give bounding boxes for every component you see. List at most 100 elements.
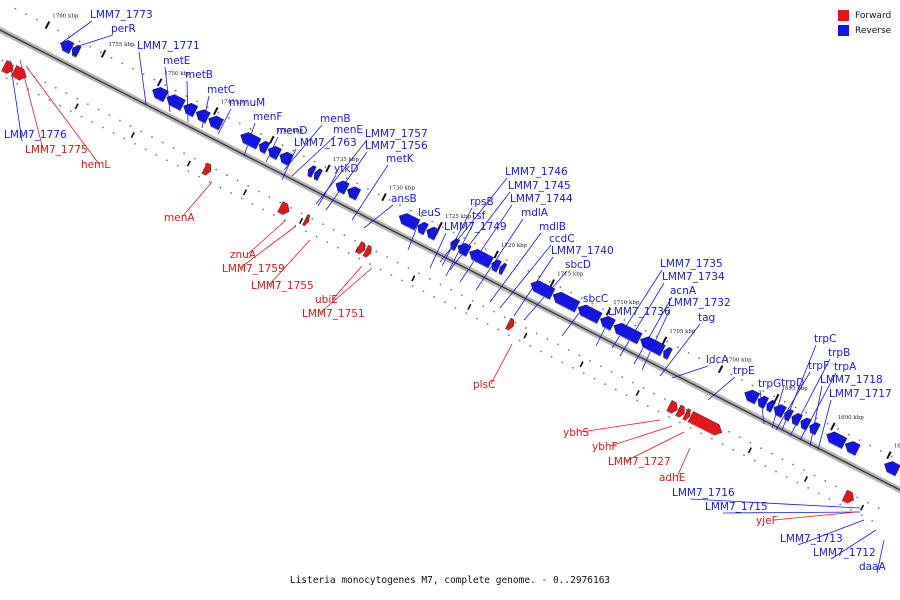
- kbp-tick-mark-low: [859, 504, 865, 511]
- gene-arrow-highlight: [401, 223, 415, 231]
- gene-label: menF: [253, 111, 282, 123]
- guide-dot: [856, 496, 859, 499]
- leader-line: [641, 308, 671, 371]
- guide-dot: [401, 279, 403, 282]
- leader-line: [317, 174, 337, 207]
- kbp-tick-label: 1715 kbp: [557, 272, 584, 278]
- gene-arrow-highlight: [349, 196, 356, 201]
- gene-label: plsC: [473, 379, 495, 391]
- guide-dot: [268, 196, 271, 198]
- guide-dot: [858, 439, 861, 442]
- gene-label: daaA: [859, 561, 887, 573]
- guide-dot: [837, 428, 840, 431]
- guide-dot: [14, 7, 17, 10]
- leader-line: [459, 204, 513, 283]
- kbp-tick-mark: [493, 250, 499, 259]
- leader-line: [315, 139, 368, 205]
- guide-dot: [119, 119, 121, 122]
- gene-arrow-highlight: [602, 326, 611, 332]
- gene-arrow-highlight: [198, 119, 206, 125]
- guide-dot: [666, 340, 669, 343]
- gene-arrow: [10, 65, 27, 81]
- gene-label: menB: [320, 113, 351, 125]
- guide-dot: [890, 455, 893, 458]
- gene-arrow: [599, 315, 616, 331]
- kbp-tick-mark: [661, 336, 668, 345]
- leader-line: [499, 244, 552, 309]
- guide-dot: [482, 305, 485, 308]
- guide-dot: [185, 95, 188, 97]
- guide-dot: [614, 388, 617, 391]
- guide-dot: [183, 152, 185, 155]
- kbp-tick-mark-low: [186, 160, 191, 167]
- gene-arrow-highlight: [828, 441, 842, 450]
- guide-dot: [514, 321, 517, 324]
- guide-dot: [187, 170, 190, 173]
- gene-arrow-highlight: [201, 173, 206, 176]
- gene-label: ubiE: [315, 294, 338, 306]
- guide-dot: [54, 86, 57, 89]
- gene-label: LMM7_1715: [705, 501, 768, 513]
- leader-line: [633, 296, 673, 365]
- kbp-tick-mark: [156, 78, 163, 87]
- gene-arrow-highlight: [154, 97, 164, 103]
- gene-arrow-highlight: [555, 302, 575, 313]
- leader-line: [268, 239, 311, 286]
- gene-arrow: [302, 213, 311, 227]
- gene-arrow-highlight: [491, 269, 497, 273]
- kbp-tick-label: 1725 kbp: [445, 214, 472, 220]
- guide-dot: [25, 13, 27, 16]
- guide-dot: [450, 288, 453, 291]
- guide-dot: [503, 316, 506, 319]
- gene-arrow: [640, 336, 666, 357]
- guide-dot: [369, 263, 371, 265]
- gene-label: LMM7_1756: [365, 140, 428, 152]
- gene-label: mmuM: [229, 97, 265, 109]
- kbp-tick-mark-low: [803, 475, 809, 483]
- guide-dot: [230, 192, 233, 194]
- kbp-tick-mark: [381, 193, 387, 202]
- guide-dot: [208, 181, 211, 184]
- guide-dot: [123, 137, 126, 140]
- guide-dot: [817, 492, 820, 495]
- guide-dot: [166, 159, 168, 162]
- guide-dot: [813, 474, 816, 477]
- gene-arrow-highlight: [471, 259, 489, 269]
- guide-dot: [589, 359, 592, 362]
- gene-label: LMM7_1732: [668, 297, 731, 309]
- gene-arrow: [613, 322, 643, 345]
- leader-line: [332, 265, 363, 300]
- kbp-tick-mark: [717, 365, 724, 374]
- gene-arrow-highlight: [675, 415, 680, 418]
- gene-arrow: [800, 417, 812, 432]
- kbp-tick-label: 1730 kbp: [389, 186, 416, 192]
- kbp-tick-mark-low: [523, 332, 528, 339]
- leader-line: [9, 59, 23, 142]
- guide-dot: [311, 217, 314, 220]
- guide-dot: [580, 297, 583, 300]
- guide-dot: [781, 458, 784, 461]
- guide-dot: [356, 182, 359, 185]
- gene-arrow: [277, 201, 290, 215]
- gene-arrow: [809, 422, 821, 436]
- gene-label: trpD: [781, 377, 804, 389]
- genome-backbone: [0, 26, 900, 494]
- gene-arrow: [744, 389, 761, 405]
- guide-dot: [452, 231, 455, 234]
- guide-dot: [796, 481, 799, 484]
- guide-dot: [824, 480, 827, 482]
- gene-arrow-highlight: [505, 328, 509, 331]
- guide-dot: [572, 366, 574, 369]
- gene-arrow: [884, 461, 900, 477]
- leader-line: [809, 385, 823, 447]
- guide-dot: [529, 345, 532, 347]
- guide-dot: [634, 324, 637, 327]
- guide-dot: [324, 166, 327, 168]
- leader-line: [441, 207, 473, 267]
- guide-dot: [783, 400, 786, 403]
- legend-forward-label: Forward: [855, 10, 892, 21]
- kbp-tick-label: 1720 kbp: [501, 243, 528, 249]
- gene-arrow: [335, 180, 350, 195]
- guide-dot: [204, 163, 207, 166]
- guide-dot: [396, 261, 399, 264]
